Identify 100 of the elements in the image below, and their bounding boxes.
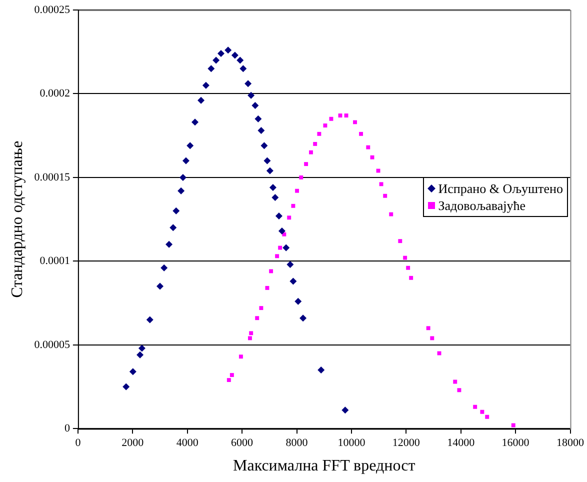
x-tick-label: 2000 [122, 437, 144, 450]
point [291, 204, 296, 208]
y-tick-label: 0 [64, 422, 70, 434]
point [208, 65, 215, 72]
point [383, 194, 388, 198]
point [282, 232, 286, 236]
point [226, 378, 231, 382]
point [236, 56, 244, 64]
point [304, 162, 308, 166]
point [275, 254, 280, 258]
point [160, 264, 168, 272]
x-tick-label: 0 [75, 437, 82, 450]
point [317, 132, 322, 136]
point [192, 118, 199, 126]
y-tick-label: 0.0002 [40, 88, 70, 100]
point [403, 256, 408, 260]
point [389, 212, 394, 216]
point [146, 316, 154, 324]
point [430, 336, 434, 340]
point [453, 380, 458, 384]
point [480, 410, 484, 414]
point [212, 56, 220, 64]
x-axis-title: Максимална FFT вредност [233, 458, 416, 475]
point [255, 316, 260, 320]
point [295, 188, 300, 193]
point [282, 244, 290, 252]
point [252, 102, 259, 109]
point [172, 207, 180, 214]
point [426, 326, 430, 330]
point [299, 175, 304, 180]
x-tick-label: 8000 [286, 437, 308, 450]
x-tick-label: 18000 [556, 437, 584, 450]
point [231, 52, 238, 59]
point [457, 388, 462, 392]
point [342, 406, 349, 414]
point [287, 216, 292, 220]
x-tick-label: 6000 [231, 437, 254, 450]
y-tick-label: 0.0001 [40, 255, 70, 268]
point [182, 157, 190, 164]
point [122, 383, 130, 390]
point [359, 132, 364, 136]
point [198, 96, 205, 104]
point [353, 120, 357, 124]
point [230, 373, 234, 377]
point [318, 366, 325, 374]
point [259, 306, 264, 310]
point [308, 150, 313, 154]
point [166, 240, 173, 248]
point [248, 336, 252, 340]
point [398, 239, 402, 244]
point [244, 80, 252, 88]
point [254, 115, 262, 122]
point [323, 124, 328, 128]
point [224, 46, 232, 54]
legend-label: Испрано & Ољуштено [438, 180, 563, 198]
point [179, 174, 186, 181]
point [136, 351, 144, 358]
point [248, 92, 255, 99]
point [238, 354, 243, 359]
point [265, 286, 270, 290]
point [366, 145, 370, 150]
x-tick-label: 4000 [176, 437, 199, 450]
point [473, 404, 478, 409]
point [294, 298, 302, 305]
point [290, 278, 297, 285]
x-tick-label: 16000 [502, 437, 530, 450]
point [409, 276, 414, 280]
point [186, 142, 194, 150]
point [485, 414, 490, 419]
point [269, 269, 274, 274]
point [138, 344, 146, 352]
point [266, 167, 274, 174]
x-tick-label: 10000 [338, 437, 366, 450]
point [269, 184, 276, 191]
point [329, 116, 334, 121]
point [217, 50, 224, 58]
point [249, 331, 254, 336]
x-tick-label: 14000 [447, 437, 476, 450]
y-tick-label: 0.00025 [34, 4, 70, 16]
point [275, 212, 282, 220]
point [260, 142, 268, 150]
point [300, 314, 307, 322]
point [170, 224, 177, 232]
point [264, 157, 271, 164]
point [240, 65, 247, 72]
point [278, 228, 286, 235]
y-tick-label: 0.00015 [34, 171, 70, 184]
point [286, 261, 294, 268]
point [258, 127, 265, 134]
point [313, 142, 318, 146]
point [406, 266, 410, 270]
point [156, 282, 164, 290]
legend-label: Задовољавајуће [438, 197, 526, 214]
point [129, 368, 136, 376]
point [272, 194, 279, 202]
point [178, 187, 185, 194]
x-tick-label: 12000 [392, 437, 420, 450]
y-axis-title: Стандардно одступање [8, 140, 26, 298]
y-tick-label: 0.00005 [34, 338, 70, 351]
point [202, 82, 210, 89]
